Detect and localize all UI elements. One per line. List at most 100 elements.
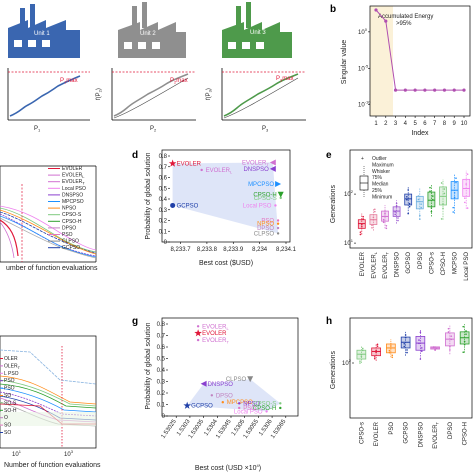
legend-label-c: CLPSO bbox=[62, 239, 79, 245]
y-tick-label-g: 0.8 bbox=[157, 322, 166, 328]
panel-d: d 00.10.20.30.40.50.60.70.8 8,233.7 8,233… bbox=[132, 149, 297, 267]
sample-dot-e bbox=[429, 190, 431, 193]
legend-label-f: OLER bbox=[4, 356, 18, 362]
sample-dot-h bbox=[376, 343, 379, 346]
boxes-h bbox=[356, 324, 470, 364]
point-label-d: Local PSO bbox=[243, 203, 272, 209]
x-tick-label-d: 8,233.7 bbox=[171, 247, 192, 253]
x-tick-f-2: 103 bbox=[64, 449, 74, 458]
sample-dot-e bbox=[432, 198, 434, 201]
sample-dot-h bbox=[390, 345, 392, 347]
legend-label-e: 75% bbox=[372, 175, 383, 181]
point-label-d: EVOLERL bbox=[206, 168, 233, 175]
x-tick-label-e: MCPSO bbox=[453, 252, 459, 274]
panel-a: Unit 1 Unit 2 Unit 3 P1max bbox=[7, 2, 306, 133]
point-cpso-s bbox=[279, 402, 282, 405]
sample-dot-e bbox=[465, 183, 468, 185]
pmax-label-1: P1max bbox=[60, 78, 78, 85]
panel-letter-d: d bbox=[132, 150, 138, 161]
sample-dot-e bbox=[359, 231, 362, 233]
y-tick-label-g: 0.1 bbox=[157, 403, 166, 409]
legend-label-f: PSO bbox=[4, 378, 15, 384]
sample-dot-h bbox=[404, 334, 407, 336]
x-ticks-g: 1.530251.53031.530351.53041.530451.53051… bbox=[160, 416, 288, 440]
x-label-p1: P1 bbox=[34, 126, 41, 133]
point-cpso-s bbox=[279, 196, 282, 200]
sample-dot-e bbox=[408, 202, 411, 205]
x-tick-label-b: 7 bbox=[433, 121, 437, 127]
y-tick-label-d: 0.8 bbox=[159, 154, 168, 160]
plot-frame-b bbox=[369, 5, 471, 117]
y-tick-label-e: 102 bbox=[344, 189, 354, 198]
sample-dot-h bbox=[450, 338, 453, 341]
y-axis-label-e: Generations bbox=[330, 184, 337, 223]
factory-icon-unit-2 bbox=[118, 2, 186, 58]
panel-g: g 0 0.1 0.2 0.3 0.4 0.5 0.6 0.7 0.8 1.530251.530… bbox=[132, 316, 299, 472]
point-local-pso bbox=[265, 410, 268, 413]
legend-label-c: EVOLERL bbox=[62, 173, 85, 180]
y-axis-label-h: Generations bbox=[330, 350, 337, 389]
panel-letter-e: e bbox=[326, 150, 332, 161]
sample-dot-e bbox=[385, 227, 388, 230]
y-tick-label-g: 0.2 bbox=[157, 391, 166, 397]
y-tick-label-d: 0.4 bbox=[159, 197, 168, 203]
sample-dot-e bbox=[430, 207, 433, 209]
unit-3-label: Unit 3 bbox=[250, 30, 266, 36]
sample-dot-e bbox=[408, 205, 411, 208]
panel-e: e 102 101 EVOLER EVOLERL EVOLERT DNSPSO GCPSO… bbox=[326, 149, 473, 281]
x-axis-label-g: Best cost (USD ×104) bbox=[195, 463, 261, 472]
sample-dot-e bbox=[397, 219, 399, 222]
y-tick-label-g: 0.3 bbox=[157, 380, 166, 386]
sample-dot-e bbox=[420, 206, 423, 209]
sample-dot-e bbox=[452, 206, 455, 209]
y-tick-label-b: 100 bbox=[358, 27, 368, 36]
annotation-line-2: >95% bbox=[396, 21, 412, 27]
sample-dot-e bbox=[455, 177, 457, 179]
legend-label-f: SO bbox=[4, 423, 11, 429]
point-pso bbox=[238, 406, 241, 410]
sample-dot-h bbox=[391, 356, 394, 359]
legend-label-e: 25% bbox=[372, 188, 383, 194]
sample-dot-e bbox=[464, 197, 466, 199]
singular-value-point bbox=[413, 88, 417, 92]
pmax-label-3: P3max bbox=[276, 76, 294, 83]
panel-letter-h: h bbox=[326, 316, 332, 327]
sample-dot-h bbox=[449, 349, 451, 351]
point-local-pso bbox=[274, 204, 277, 207]
scatter-points-g: EVOLERLEVOLEREVOLERTDNSPSOCLPSODPSOMPCPS… bbox=[183, 324, 282, 415]
y-tick-label-d: 0.5 bbox=[159, 186, 168, 192]
sample-dot-h bbox=[418, 342, 420, 345]
sample-dot-h bbox=[404, 336, 407, 339]
accumulated-energy-region bbox=[370, 6, 393, 116]
sample-dot-h bbox=[432, 346, 435, 348]
sample-dot-h bbox=[447, 331, 450, 333]
sample-dot-h bbox=[420, 347, 423, 349]
point-pso bbox=[276, 219, 280, 222]
x-tick-label-b: 1 bbox=[374, 121, 378, 127]
point-label-g: CLPSO bbox=[226, 377, 247, 383]
box-e bbox=[392, 206, 401, 217]
sample-dot-h bbox=[419, 358, 422, 360]
singular-value-point bbox=[433, 88, 437, 92]
x-tick-label-b: 4 bbox=[404, 121, 408, 127]
cost-curve-unit-1 bbox=[7, 68, 90, 121]
point-label-g: PSO bbox=[243, 406, 256, 412]
accumulated-energy-annotation: Accumulated Energy >95% bbox=[378, 14, 433, 27]
x-tick-label-e: GCPSO bbox=[406, 252, 412, 274]
panel-letter-b: b bbox=[330, 4, 336, 15]
sample-dot-e bbox=[397, 217, 399, 219]
point-mpcpso bbox=[275, 180, 282, 187]
plot-frame-e bbox=[349, 149, 473, 249]
point-label-d: MPCPSO bbox=[248, 182, 274, 188]
sample-dot-e bbox=[419, 218, 421, 220]
singular-value-points bbox=[374, 8, 466, 92]
plot-frame-h bbox=[349, 317, 473, 419]
point-label-d: EVOLERT bbox=[242, 160, 269, 167]
sample-dot-e bbox=[394, 213, 397, 216]
sample-dot-e bbox=[362, 218, 365, 220]
point-label-g: GCPSO bbox=[191, 404, 213, 410]
